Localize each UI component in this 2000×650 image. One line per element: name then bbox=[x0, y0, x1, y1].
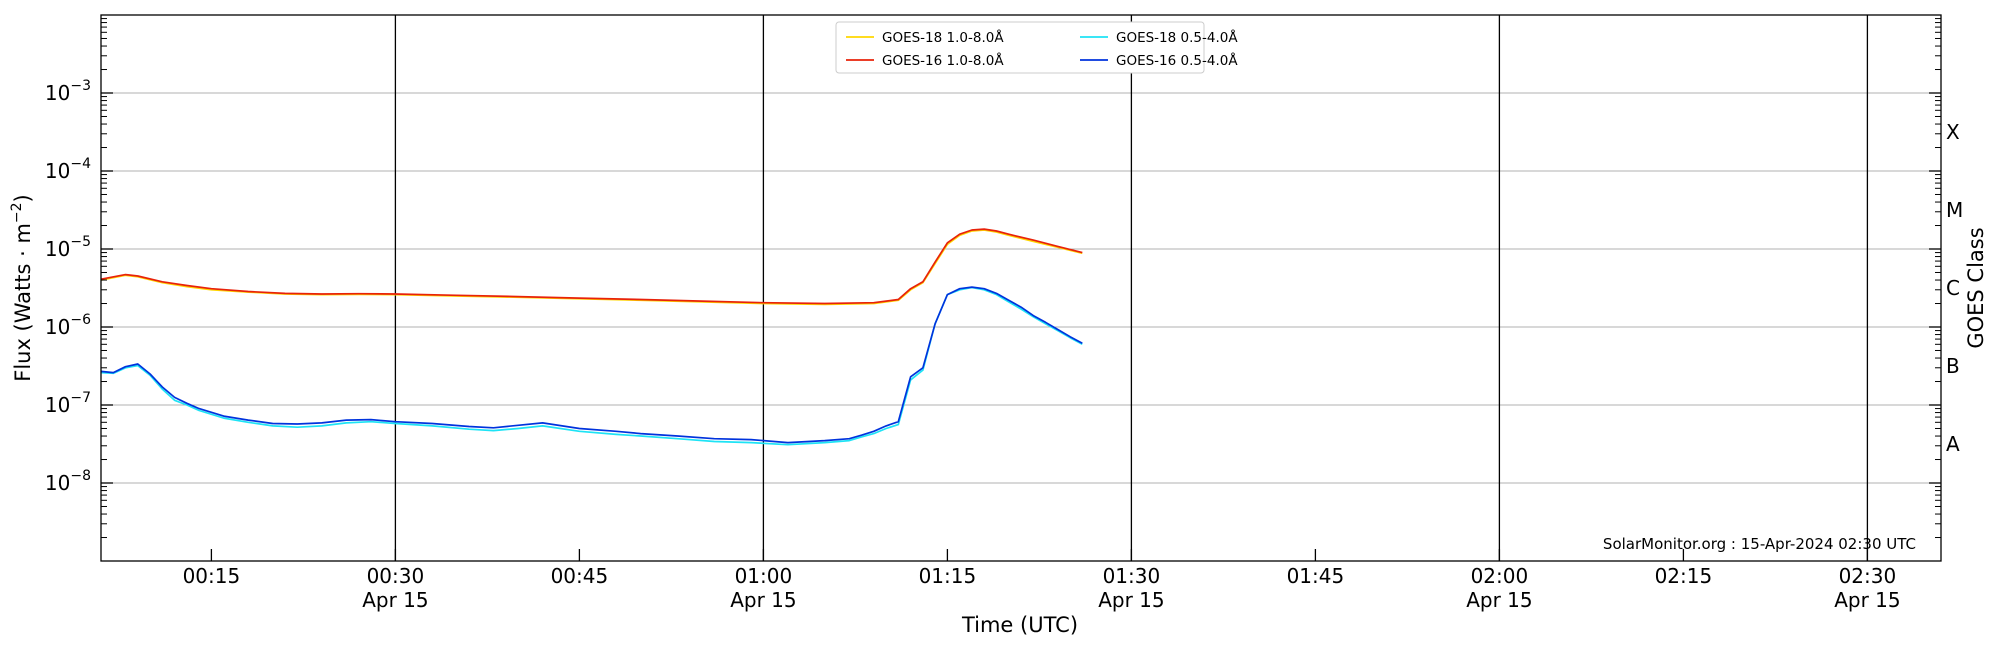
y-tick-label-0: 10−8 bbox=[45, 468, 91, 495]
series-line-0 bbox=[100, 229, 1083, 306]
y-axis-ticks: 10−8 10−7 10−6 10−5 10−4 10−3 bbox=[45, 18, 1941, 539]
y-tick-label-5: 10−3 bbox=[45, 78, 91, 105]
x-tick-label-4: 01:15 bbox=[919, 564, 977, 588]
x-tick-date-9: Apr 15 bbox=[1834, 588, 1900, 612]
x-tick-label-3: 01:00 bbox=[735, 564, 793, 588]
source-annotation: SolarMonitor.org : 15-Apr-2024 02:30 UTC bbox=[1603, 535, 1916, 553]
series-line-3 bbox=[100, 286, 1083, 444]
legend-label-3: GOES-16 0.5-4.0Å bbox=[1116, 52, 1238, 69]
y-tick-label-4: 10−4 bbox=[45, 156, 91, 183]
x-tick-label-1: 00:30 bbox=[367, 564, 425, 588]
x-tick-date-3: Apr 15 bbox=[730, 588, 796, 612]
x-tick-date-5: Apr 15 bbox=[1098, 588, 1164, 612]
legend: GOES-18 1.0-8.0Å GOES-18 0.5-4.0Å GOES-16 … bbox=[835, 21, 1238, 74]
y-tick-label-2: 10−6 bbox=[45, 312, 91, 339]
x-tick-date-7: Apr 15 bbox=[1466, 588, 1532, 612]
x-tick-label-5: 01:30 bbox=[1103, 564, 1161, 588]
grid-lines bbox=[101, 92, 1941, 484]
series-line-1 bbox=[100, 228, 1083, 305]
series-line-2 bbox=[100, 286, 1083, 446]
legend-box bbox=[835, 21, 1205, 74]
x-tick-label-2: 00:45 bbox=[551, 564, 609, 588]
plot-series bbox=[100, 228, 1083, 446]
legend-label-2: GOES-18 0.5-4.0Å bbox=[1116, 29, 1238, 46]
legend-label-1: GOES-16 1.0-8.0Å bbox=[882, 52, 1004, 69]
y-axis-label: Flux (Watts · m−2) bbox=[9, 194, 35, 382]
plot-frame bbox=[100, 14, 1942, 562]
x-tick-label-9: 02:30 bbox=[1839, 564, 1897, 588]
x-tick-label-0: 00:15 bbox=[183, 564, 241, 588]
goes-class-labels: A B C M X bbox=[1946, 120, 1963, 456]
right-axis-label: GOES Class bbox=[1964, 227, 1988, 348]
day-marker-lines bbox=[394, 15, 1869, 561]
goes-class-B: B bbox=[1946, 354, 1960, 378]
x-tick-label-6: 01:45 bbox=[1287, 564, 1345, 588]
goes-class-M: M bbox=[1946, 198, 1963, 222]
x-tick-label-8: 02:15 bbox=[1655, 564, 1713, 588]
goes-class-C: C bbox=[1946, 276, 1960, 300]
legend-label-0: GOES-18 1.0-8.0Å bbox=[882, 29, 1004, 46]
y-tick-label-3: 10−5 bbox=[45, 234, 91, 261]
x-tick-label-7: 02:00 bbox=[1471, 564, 1529, 588]
y-tick-label-1: 10−7 bbox=[45, 390, 91, 417]
x-tick-date-1: Apr 15 bbox=[362, 588, 428, 612]
goes-class-X: X bbox=[1946, 120, 1960, 144]
goes-class-A: A bbox=[1946, 432, 1960, 456]
x-axis-label: Time (UTC) bbox=[961, 613, 1078, 637]
